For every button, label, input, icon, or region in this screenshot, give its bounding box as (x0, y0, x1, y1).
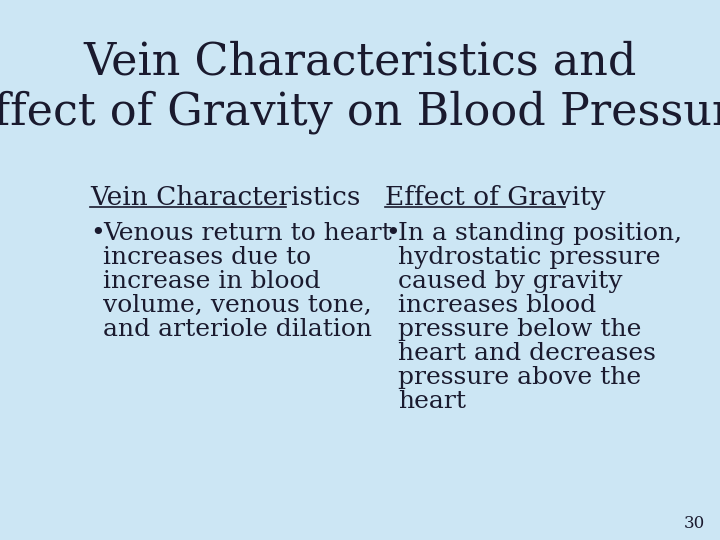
Text: Effect of Gravity: Effect of Gravity (385, 185, 606, 210)
Text: increases blood: increases blood (398, 294, 596, 317)
Text: Venous return to heart: Venous return to heart (103, 222, 392, 245)
Text: heart: heart (398, 390, 466, 413)
Text: caused by gravity: caused by gravity (398, 270, 623, 293)
Text: Vein Characteristics and
Effect of Gravity on Blood Pressure: Vein Characteristics and Effect of Gravi… (0, 40, 720, 134)
Text: and arteriole dilation: and arteriole dilation (103, 318, 372, 341)
Text: •: • (385, 222, 400, 245)
Text: Vein Characteristics: Vein Characteristics (90, 185, 361, 210)
Text: 30: 30 (684, 515, 705, 532)
Text: heart and decreases: heart and decreases (398, 342, 656, 365)
Text: volume, venous tone,: volume, venous tone, (103, 294, 372, 317)
Text: hydrostatic pressure: hydrostatic pressure (398, 246, 660, 269)
Text: •: • (90, 222, 104, 245)
Text: increases due to: increases due to (103, 246, 311, 269)
Text: increase in blood: increase in blood (103, 270, 320, 293)
Text: In a standing position,: In a standing position, (398, 222, 682, 245)
Text: pressure above the: pressure above the (398, 366, 641, 389)
Text: pressure below the: pressure below the (398, 318, 642, 341)
